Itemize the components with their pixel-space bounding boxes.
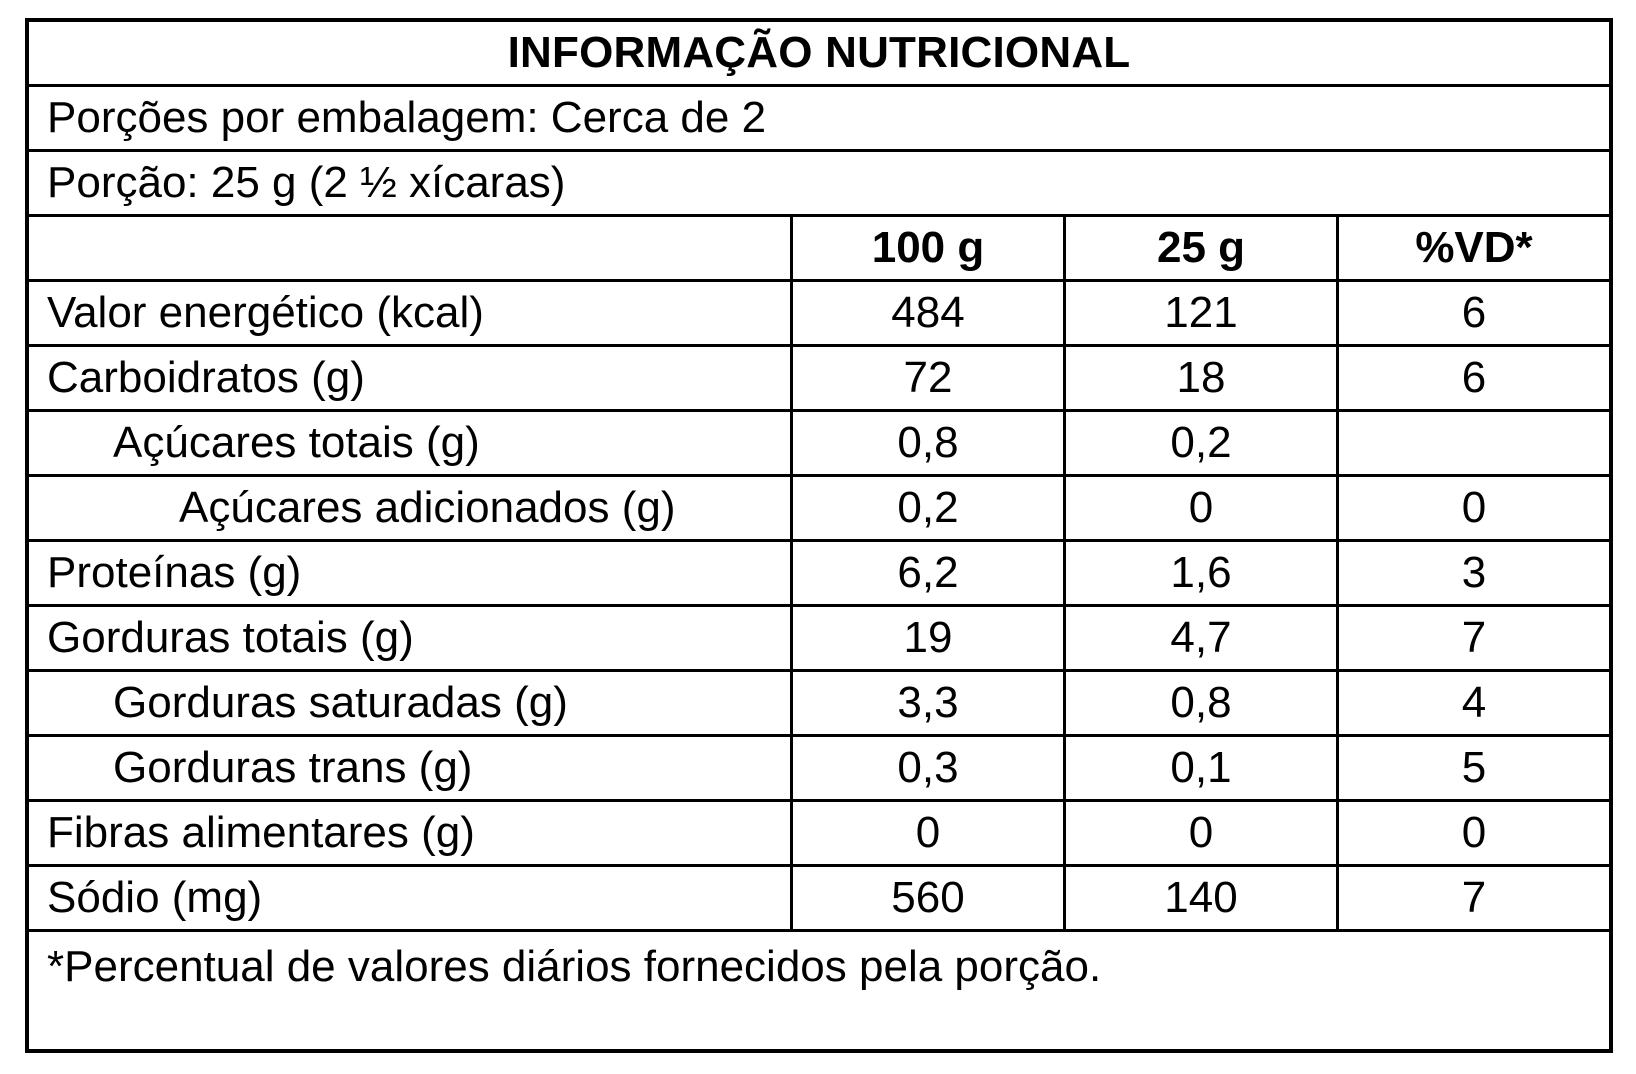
table-row: Fibras alimentares (g) 0 0 0 [29,802,1609,867]
table-row: Valor energético (kcal) 484 121 6 [29,282,1609,347]
value-daily-percent [1339,412,1609,474]
value-daily-percent: 7 [1461,873,1487,922]
value-daily-percent: 0 [1461,808,1487,857]
nutrient-name: Açúcares adicionados (g) [29,477,793,539]
table-row: Sódio (mg) 560 140 7 [29,867,1609,932]
nutrient-name: Açúcares totais (g) [29,412,793,474]
nutrition-facts-table: INFORMAÇÃO NUTRICIONAL Porções por embal… [25,18,1613,1053]
nutrient-name: Sódio (mg) [29,867,793,929]
value-per-portion: 1,6 [1066,542,1339,604]
value-per-100g: 19 [793,607,1066,669]
value-daily-percent: 5 [1461,743,1487,792]
value-daily-percent: 4 [1461,678,1487,727]
footnote-row: *Percentual de valores diários fornecido… [29,932,1609,1049]
nutrient-name: Valor energético (kcal) [29,282,793,344]
value-per-portion: 140 [1066,867,1339,929]
value-per-100g: 560 [793,867,1066,929]
value-per-100g: 3,3 [793,672,1066,734]
column-header-row: 100 g 25 g %VD* [29,217,1609,282]
servings-per-package-row: Porções por embalagem: Cerca de 2 [29,87,1609,152]
serving-size-row: Porção: 25 g (2 ½ xícaras) [29,152,1609,217]
table-row: Açúcares adicionados (g) 0,2 0 0 [29,477,1609,542]
value-per-portion: 18 [1066,347,1339,409]
value-daily-percent: 6 [1461,288,1487,337]
table-title: INFORMAÇÃO NUTRICIONAL [507,28,1131,77]
value-per-portion: 4,7 [1066,607,1339,669]
value-daily-percent: 3 [1461,548,1487,597]
value-per-portion: 0,8 [1066,672,1339,734]
serving-size: Porção: 25 g (2 ½ xícaras) [47,158,566,207]
footnote: *Percentual de valores diários fornecido… [47,942,1102,991]
value-per-portion: 0 [1066,477,1339,539]
nutrient-name: Gorduras totais (g) [29,607,793,669]
value-per-100g: 0,2 [793,477,1066,539]
servings-per-package: Porções por embalagem: Cerca de 2 [47,93,767,142]
value-daily-percent: 0 [1461,483,1487,532]
value-daily-percent: 6 [1461,353,1487,402]
nutrient-name: Proteínas (g) [29,542,793,604]
value-daily-percent: 7 [1461,613,1487,662]
value-per-portion: 121 [1066,282,1339,344]
value-per-portion: 0 [1066,802,1339,864]
table-row: Carboidratos (g) 72 18 6 [29,347,1609,412]
table-row: Gorduras totais (g) 19 4,7 7 [29,607,1609,672]
value-per-100g: 0,8 [793,412,1066,474]
value-per-100g: 484 [793,282,1066,344]
nutrient-name: Gorduras saturadas (g) [29,672,793,734]
table-row: Gorduras trans (g) 0,3 0,1 5 [29,737,1609,802]
table-row: Proteínas (g) 6,2 1,6 3 [29,542,1609,607]
nutrient-name: Carboidratos (g) [29,347,793,409]
value-per-100g: 0,3 [793,737,1066,799]
value-per-portion: 0,1 [1066,737,1339,799]
nutrient-name: Gorduras trans (g) [29,737,793,799]
header-nutrient [29,217,793,279]
header-per-portion: 25 g [1066,217,1339,279]
value-per-100g: 72 [793,347,1066,409]
header-daily-value: %VD* [1415,223,1533,272]
table-row: Gorduras saturadas (g) 3,3 0,8 4 [29,672,1609,737]
table-row: Açúcares totais (g) 0,8 0,2 [29,412,1609,477]
nutrient-name: Fibras alimentares (g) [29,802,793,864]
header-per-100g: 100 g [793,217,1066,279]
table-title-row: INFORMAÇÃO NUTRICIONAL [29,22,1609,87]
value-per-100g: 0 [793,802,1066,864]
value-per-100g: 6,2 [793,542,1066,604]
value-per-portion: 0,2 [1066,412,1339,474]
